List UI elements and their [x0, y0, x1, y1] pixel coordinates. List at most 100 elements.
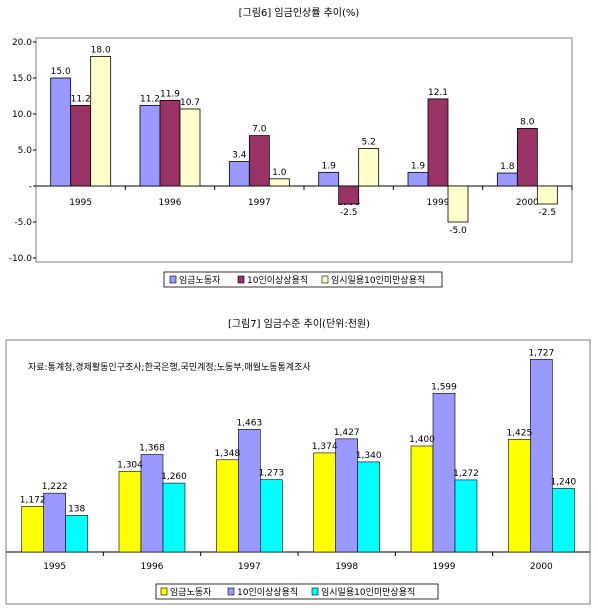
bar	[159, 99, 181, 187]
bar	[427, 98, 449, 187]
bar	[318, 171, 340, 187]
legend-box	[163, 271, 443, 288]
chart-1: [그림6] 임금인상률 추이(%) 20.0 15.0 10.0 5.0 - -5.0 -1…	[9, 6, 573, 288]
bar	[410, 445, 434, 553]
x-tick-label: 1996	[141, 562, 164, 572]
data-label: -5.0	[449, 226, 467, 236]
data-label: 1,599	[431, 382, 457, 392]
bar	[90, 56, 112, 187]
data-label: 15.0	[51, 67, 71, 77]
x-tick-label: 2000	[530, 562, 553, 572]
legend-label: 임금노동자	[179, 274, 221, 286]
bar	[228, 161, 250, 187]
bar	[508, 439, 531, 553]
data-label: 1,425	[506, 428, 532, 438]
data-label: 7.0	[252, 125, 267, 135]
bar	[216, 459, 239, 553]
bar	[70, 104, 92, 187]
legend-label: 10인이상상용직	[247, 275, 308, 286]
chart-2-data-labels: 1,172 1,222 138 1,304 1,368 1,260 1,348 1,463 1,…	[20, 348, 577, 514]
legend-box	[155, 583, 439, 600]
data-label: 8.0	[520, 117, 535, 127]
legend-swatch	[169, 275, 177, 284]
bar	[357, 461, 380, 553]
bar	[248, 135, 270, 187]
chart-1-data-labels: 15.011.218.011.211.910.73.47.01.01.9-2.5…	[51, 45, 556, 236]
bar	[516, 127, 538, 187]
data-label: 1,427	[334, 428, 360, 438]
data-label: 1.8	[500, 162, 515, 172]
bar	[552, 488, 575, 553]
data-label: 11.2	[140, 94, 160, 104]
x-tick-label: 1998	[335, 562, 358, 572]
data-label: 11.9	[160, 89, 180, 99]
data-label: 1,400	[409, 435, 435, 445]
bar	[407, 171, 429, 187]
data-label: 138	[68, 504, 85, 514]
data-label: 1.0	[272, 168, 287, 178]
legend-label: 10인이상상용직	[237, 587, 298, 598]
chart-2-frame	[5, 339, 591, 605]
bar	[162, 482, 186, 553]
bar	[21, 506, 44, 553]
chart-1-frame	[35, 37, 573, 263]
data-label: 11.2	[71, 94, 91, 104]
data-label: 1,260	[161, 472, 187, 482]
y-tick-label: 10.0	[12, 110, 32, 120]
data-label: 1,240	[550, 477, 576, 487]
bar	[358, 148, 380, 187]
legend-label: 임시일용10인미만상용직	[331, 274, 425, 286]
data-label: 1.9	[411, 161, 426, 171]
bar	[118, 471, 142, 553]
data-label: 1.9	[322, 161, 337, 171]
data-label: -2.5	[539, 208, 557, 218]
data-label: 1,348	[214, 449, 240, 459]
data-label: 1,374	[312, 442, 338, 452]
bar	[530, 359, 553, 553]
x-tick-label: 1995	[69, 198, 92, 208]
bar	[179, 108, 201, 187]
data-label: 1,172	[20, 495, 46, 505]
data-label: 1,304	[117, 460, 143, 470]
bar	[447, 185, 469, 223]
y-tick-label: 20.0	[12, 38, 32, 48]
legend-label: 임시일용10인미만상용직	[321, 586, 415, 598]
chart-2-bars	[21, 359, 575, 553]
data-label: 1,340	[356, 451, 382, 461]
bar	[313, 452, 336, 553]
data-label: 3.4	[232, 151, 247, 161]
data-label: 1,272	[453, 469, 479, 479]
x-tick-label: 1995	[43, 562, 66, 572]
y-tick-label: 15.0	[12, 74, 32, 84]
x-tick-label: 1999	[433, 562, 456, 572]
data-label: 1,368	[139, 443, 165, 453]
x-tick-label: 1997	[248, 198, 271, 208]
data-label: 5.2	[362, 138, 376, 148]
bar	[139, 104, 161, 187]
data-label: 1,727	[528, 348, 554, 358]
data-label: 10.7	[180, 98, 200, 108]
chart-2-axes: 1995 1996 1997 1998 1999 2000	[6, 551, 590, 572]
bar	[65, 515, 88, 553]
bar	[50, 77, 72, 187]
y-tick-label: -5.0	[14, 218, 32, 228]
data-label: 18.0	[91, 45, 111, 55]
chart-1-legend: 임금노동자 10인이상상용직 임시일용10인미만상용직	[163, 271, 443, 288]
legend-swatch	[311, 587, 319, 596]
legend-swatch	[237, 275, 245, 284]
bar	[43, 492, 66, 553]
chart-1-bars	[50, 56, 558, 223]
chart-2: [그림7] 임금수준 추이(단위:천원) 자료:통계청,경제활동인구조사;한국은…	[5, 317, 591, 605]
bar	[496, 172, 518, 187]
chart-2-title: [그림7] 임금수준 추이(단위:천원)	[228, 317, 370, 330]
legend-swatch	[160, 587, 168, 596]
x-tick-label: 1999	[427, 198, 450, 208]
data-label: 1,222	[42, 482, 68, 492]
bar	[260, 479, 283, 553]
chart-1-title: [그림6] 임금인상률 추이(%)	[239, 6, 360, 19]
bar	[454, 479, 478, 553]
bar	[536, 185, 558, 205]
data-label: 1,463	[236, 418, 262, 428]
legend-swatch	[227, 587, 235, 596]
